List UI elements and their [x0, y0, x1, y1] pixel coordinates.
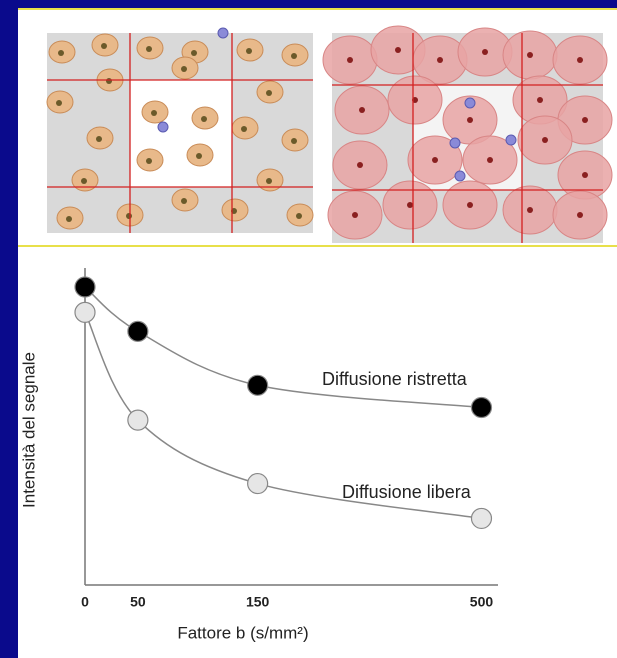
water-molecule: [506, 135, 516, 145]
nucleus: [101, 43, 107, 49]
nucleus: [181, 198, 187, 204]
data-point: [471, 397, 491, 417]
nucleus: [582, 117, 588, 123]
nucleus: [395, 47, 401, 53]
nucleus: [296, 213, 302, 219]
nucleus: [582, 172, 588, 178]
nucleus: [527, 207, 533, 213]
nucleus: [407, 202, 413, 208]
nucleus: [201, 116, 207, 122]
nucleus: [467, 202, 473, 208]
nucleus: [437, 57, 443, 63]
water-molecule: [218, 28, 228, 38]
y-axis-label: Intensità del segnale: [19, 352, 38, 508]
data-point: [248, 375, 268, 395]
nucleus: [56, 100, 62, 106]
nucleus: [527, 52, 533, 58]
nucleus: [487, 157, 493, 163]
nucleus: [151, 110, 157, 116]
nucleus: [81, 178, 87, 184]
nucleus: [291, 53, 297, 59]
nucleus: [577, 212, 583, 218]
data-point: [75, 302, 95, 322]
x-tick-label: 500: [470, 594, 494, 610]
nucleus: [241, 126, 247, 132]
nucleus: [126, 213, 132, 219]
nucleus: [58, 50, 64, 56]
nucleus: [196, 153, 202, 159]
nucleus: [106, 78, 112, 84]
data-point: [248, 474, 268, 494]
nucleus: [266, 178, 272, 184]
x-tick-label: 50: [130, 594, 146, 610]
slide: Intensità del segnale Fattore b (s/mm²) …: [0, 0, 617, 658]
x-tick-label: 150: [246, 594, 270, 610]
nucleus: [537, 97, 543, 103]
nucleus: [359, 107, 365, 113]
nucleus: [66, 216, 72, 222]
series-label: Diffusione libera: [342, 482, 472, 502]
nucleus: [347, 57, 353, 63]
nucleus: [467, 117, 473, 123]
nucleus: [291, 138, 297, 144]
nucleus: [146, 46, 152, 52]
data-point: [75, 277, 95, 297]
nucleus: [96, 136, 102, 142]
nucleus: [146, 158, 152, 164]
water-molecule: [450, 138, 460, 148]
nucleus: [482, 49, 488, 55]
data-point: [471, 508, 491, 528]
nucleus: [181, 66, 187, 72]
nucleus: [357, 162, 363, 168]
nucleus: [191, 50, 197, 56]
voxel: [130, 80, 232, 187]
nucleus: [542, 137, 548, 143]
x-tick-label: 0: [81, 594, 89, 610]
water-molecule: [158, 122, 168, 132]
nucleus: [352, 212, 358, 218]
water-molecule: [455, 171, 465, 181]
nucleus: [432, 157, 438, 163]
series-label: Diffusione ristretta: [322, 369, 468, 389]
x-axis-label: Fattore b (s/mm²): [177, 623, 308, 642]
nucleus: [577, 57, 583, 63]
nucleus: [266, 90, 272, 96]
data-point: [128, 321, 148, 341]
water-molecule: [465, 98, 475, 108]
nucleus: [246, 48, 252, 54]
data-point: [128, 410, 148, 430]
